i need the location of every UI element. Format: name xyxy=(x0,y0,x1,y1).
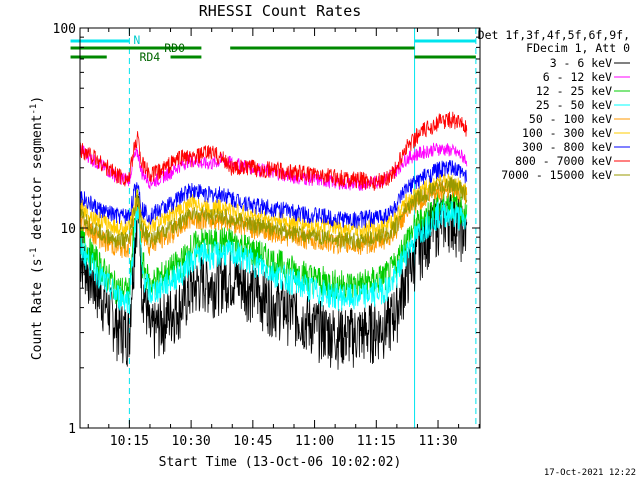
legend-label: 12 - 25 keV xyxy=(536,84,612,98)
legend: Det 1f,3f,4f,5f,6f,9f, FDecim 1, Att 0 3… xyxy=(478,28,630,182)
series-line-8 xyxy=(79,176,468,250)
y-tick-label: 1 xyxy=(68,422,76,437)
series-line-7 xyxy=(79,111,468,191)
x-tick-label: 11:30 xyxy=(418,434,457,449)
legend-header-line-2: FDecim 1, Att 0 xyxy=(526,41,630,55)
rd4-flag-label: RD4 xyxy=(139,50,160,64)
y-axis-label: Count Rate (s-1 detector segment-1) xyxy=(29,96,45,360)
x-tick-label: 10:45 xyxy=(233,434,272,449)
legend-label: 7000 - 15000 keV xyxy=(501,168,612,182)
series-line-2 xyxy=(79,189,468,305)
x-tick-label: 10:30 xyxy=(172,434,211,449)
y-tick-label: 100 xyxy=(53,22,76,37)
annotations: N RD0 RD4 xyxy=(70,28,477,428)
y-tick-label: 10 xyxy=(60,222,76,237)
x-tick-label: 10:15 xyxy=(110,434,149,449)
legend-label: 3 - 6 keV xyxy=(550,56,612,70)
chart-title: RHESSI Count Rates xyxy=(199,2,362,20)
x-tick-label: 11:15 xyxy=(357,434,396,449)
legend-label: 25 - 50 keV xyxy=(536,98,612,112)
y-axis: 1 10 100 xyxy=(53,22,480,437)
rd0-flag-label: RD0 xyxy=(164,41,185,55)
series-line-3 xyxy=(79,200,468,315)
legend-label: 800 - 7000 keV xyxy=(515,154,612,168)
timestamp: 17-Oct-2021 12:22 xyxy=(544,468,636,478)
n-flag-label: N xyxy=(133,33,140,47)
series-line-6 xyxy=(79,160,468,229)
series-line-0 xyxy=(79,191,468,370)
x-axis: 10:15 10:30 10:45 11:00 11:15 11:30 xyxy=(87,28,480,449)
series-layer xyxy=(79,111,468,370)
legend-label: 6 - 12 keV xyxy=(543,70,612,84)
legend-label: 300 - 800 keV xyxy=(522,140,612,154)
legend-label: 100 - 300 keV xyxy=(522,126,612,140)
legend-header-line-1: Det 1f,3f,4f,5f,6f,9f, xyxy=(478,28,630,42)
legend-label: 50 - 100 keV xyxy=(529,112,612,126)
x-axis-label: Start Time (13-Oct-06 10:02:02) xyxy=(159,455,402,470)
x-tick-label: 11:00 xyxy=(295,434,334,449)
